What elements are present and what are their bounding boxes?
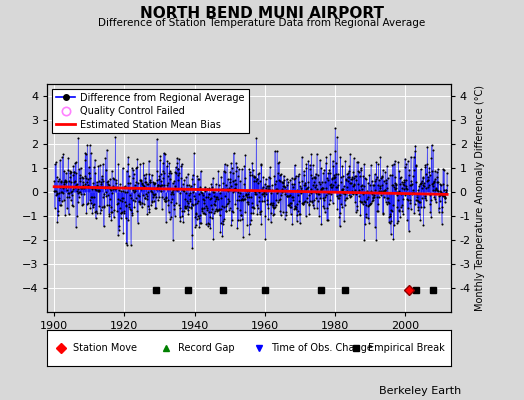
- Text: NORTH BEND MUNI AIRPORT: NORTH BEND MUNI AIRPORT: [140, 6, 384, 21]
- Text: Record Gap: Record Gap: [178, 343, 235, 353]
- Y-axis label: Monthly Temperature Anomaly Difference (°C): Monthly Temperature Anomaly Difference (…: [475, 85, 485, 311]
- Text: Difference of Station Temperature Data from Regional Average: Difference of Station Temperature Data f…: [99, 18, 425, 28]
- Text: Station Move: Station Move: [73, 343, 137, 353]
- Legend: Difference from Regional Average, Quality Control Failed, Estimated Station Mean: Difference from Regional Average, Qualit…: [52, 89, 248, 134]
- Text: Empirical Break: Empirical Break: [368, 343, 445, 353]
- Text: Berkeley Earth: Berkeley Earth: [379, 386, 461, 396]
- Text: Time of Obs. Change: Time of Obs. Change: [271, 343, 373, 353]
